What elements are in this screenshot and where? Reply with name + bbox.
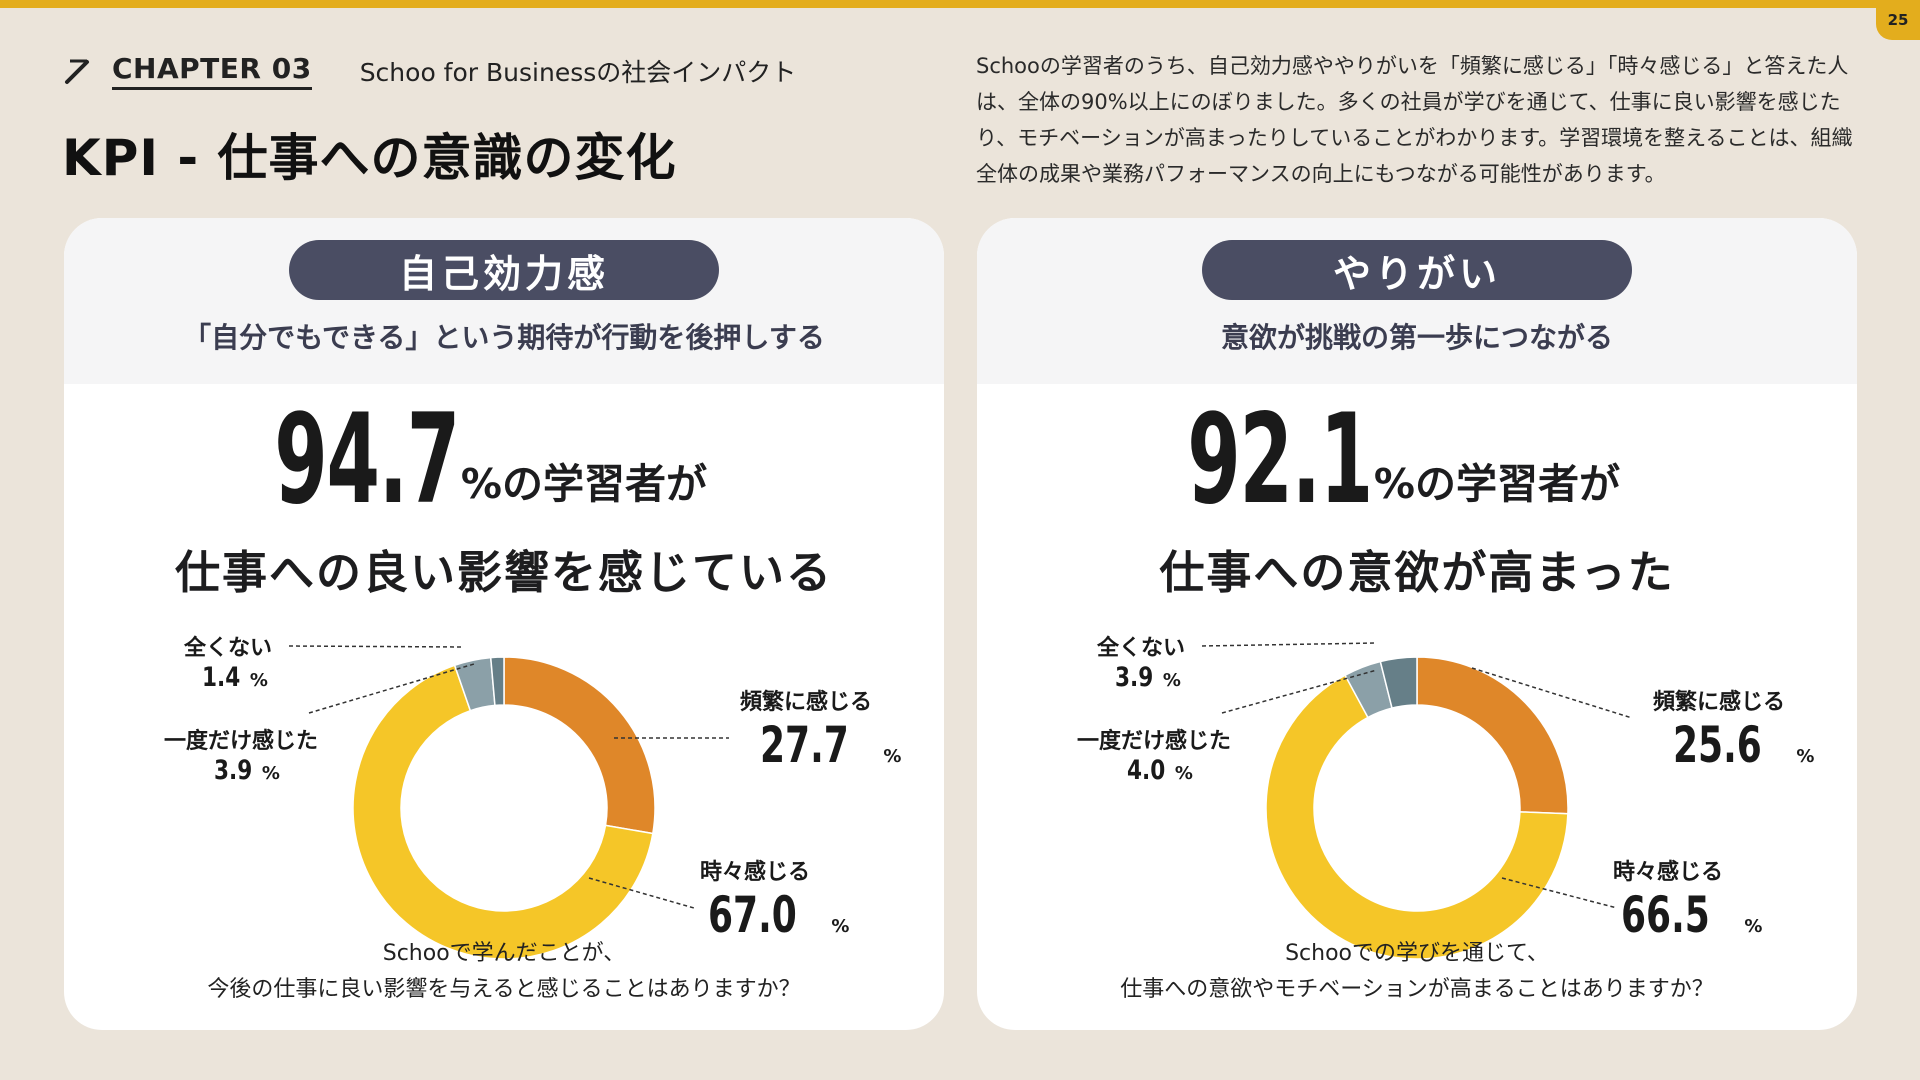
top-accent-bar [0,0,1920,8]
label-sometimes-unit: % [831,916,850,937]
label-once-text: 一度だけ感じた [164,729,319,754]
label-sometimes-unit: % [1744,916,1763,937]
donut-chart [1201,642,1633,960]
donut-slices [1265,656,1569,960]
leader-lines [288,645,729,909]
big-percent: 92.1 [1187,388,1373,532]
card-tagline: 意欲が挑戦の第一歩につながる [1220,321,1613,354]
donut-slice-sometimes [352,664,654,960]
leader-line-never [288,645,465,648]
big-percent-suffix: %の学習者が [1373,460,1621,508]
label-sometimes: 時々感じる 67.0% [700,854,849,944]
card-pill: やりがい [1202,240,1632,300]
label-sometimes-text: 時々感じる [1613,860,1724,885]
page-number: 25 [1876,0,1920,40]
label-frequent-unit: % [1796,746,1815,767]
big-percent-suffix: %の学習者が [460,460,708,508]
donut-slice-frequent [1416,656,1569,815]
label-once-unit: % [261,763,280,784]
leader-line-once [308,663,475,714]
label-sometimes-value: 66.5 [1621,886,1710,944]
label-sometimes-value: 67.0 [708,886,797,944]
label-once-value: 3.9 [214,755,253,786]
label-once: 一度だけ感じた 4.0% [1077,723,1231,786]
label-once-text: 一度だけ感じた [1077,729,1232,754]
survey-question-line1: Schooで学んだことが、 [382,941,626,966]
donut-slice-sometimes [1265,674,1569,960]
label-never-text: 全くない [184,636,273,661]
leader-line-sometimes [1501,877,1618,909]
survey-question: Schooでの学びを通じて、 仕事への意欲やモチベーションが高まることはあります… [977,936,1857,1008]
donut-slices [352,656,656,960]
headline: 仕事への意欲が高まった [1159,546,1675,599]
leader-line-sometimes [588,877,695,909]
arrow-icon [65,59,89,84]
donut-chart [288,645,729,960]
big-percent: 94.7 [274,388,460,532]
chapter-header: CHAPTER 03 Schoo for Businessの社会インパクト [62,52,796,90]
label-once: 一度だけ感じた 3.9% [164,723,318,786]
label-never: 全くない 1.4% [184,630,272,693]
card-pill: 自己効力感 [289,240,719,300]
donut-slice-never [1379,656,1418,709]
chapter-label: CHAPTER 03 [112,52,312,90]
label-never-text: 全くない [1097,636,1186,661]
label-frequent-text: 頻繁に感じる [1653,690,1786,715]
survey-question-line2: 仕事への意欲やモチベーションが高まることはありますか？ [1120,977,1714,1002]
label-never-unit: % [1162,670,1181,691]
label-never-unit: % [249,670,268,691]
headline: 仕事への良い影響を感じている [174,546,833,599]
label-frequent: 頻繁に感じる 25.6% [1653,684,1814,774]
label-frequent: 頻繁に感じる 27.7% [740,684,901,774]
intro-text: Schooの学習者のうち、自己効力感ややりがいを「頻繁に感じる」「時々感じる」と… [976,54,1853,186]
label-never: 全くない 3.9% [1097,630,1185,693]
label-frequent-value: 27.7 [760,716,849,774]
survey-question-line1: Schooでの学びを通じて、 [1285,941,1549,966]
label-once-value: 4.0 [1127,755,1166,786]
label-never-value: 1.4 [202,662,241,693]
label-frequent-value: 25.6 [1673,716,1762,774]
label-frequent-text: 頻繁に感じる [740,690,873,715]
chapter-subtitle: Schoo for Businessの社会インパクト [359,58,797,87]
page-title: KPI - 仕事への意識の変化 [62,129,677,187]
label-once-unit: % [1174,763,1193,784]
label-sometimes-text: 時々感じる [700,860,811,885]
survey-question: Schooで学んだことが、 今後の仕事に良い影響を与えると感じることはありますか… [64,936,944,1008]
leader-line-never [1201,642,1376,647]
card-self-efficacy: 自己効力感 「自分でもできる」という期待が行動を後押しする 94.7 %の学習者… [64,218,944,1030]
label-frequent-unit: % [883,746,902,767]
card-tagline: 「自分でもできる」という期待が行動を後押しする [183,321,825,354]
card-header: 自己効力感 「自分でもできる」という期待が行動を後押しする [64,218,944,384]
headline-stat: 92.1 %の学習者が [977,388,1857,532]
survey-question-line2: 今後の仕事に良い影響を与えると感じることはありますか？ [207,977,801,1002]
label-sometimes: 時々感じる 66.5% [1613,854,1762,944]
headline-stat: 94.7 %の学習者が [64,388,944,532]
leader-line-once [1221,669,1378,714]
label-never-value: 3.9 [1115,662,1154,693]
donut-slice-never [489,656,505,707]
card-header: やりがい 意欲が挑戦の第一歩につながる [977,218,1857,384]
donut-slice-frequent [503,656,656,835]
leader-lines [1201,642,1633,909]
card-motivation: やりがい 意欲が挑戦の第一歩につながる 92.1 %の学習者が 仕事への意欲が高… [977,218,1857,1030]
